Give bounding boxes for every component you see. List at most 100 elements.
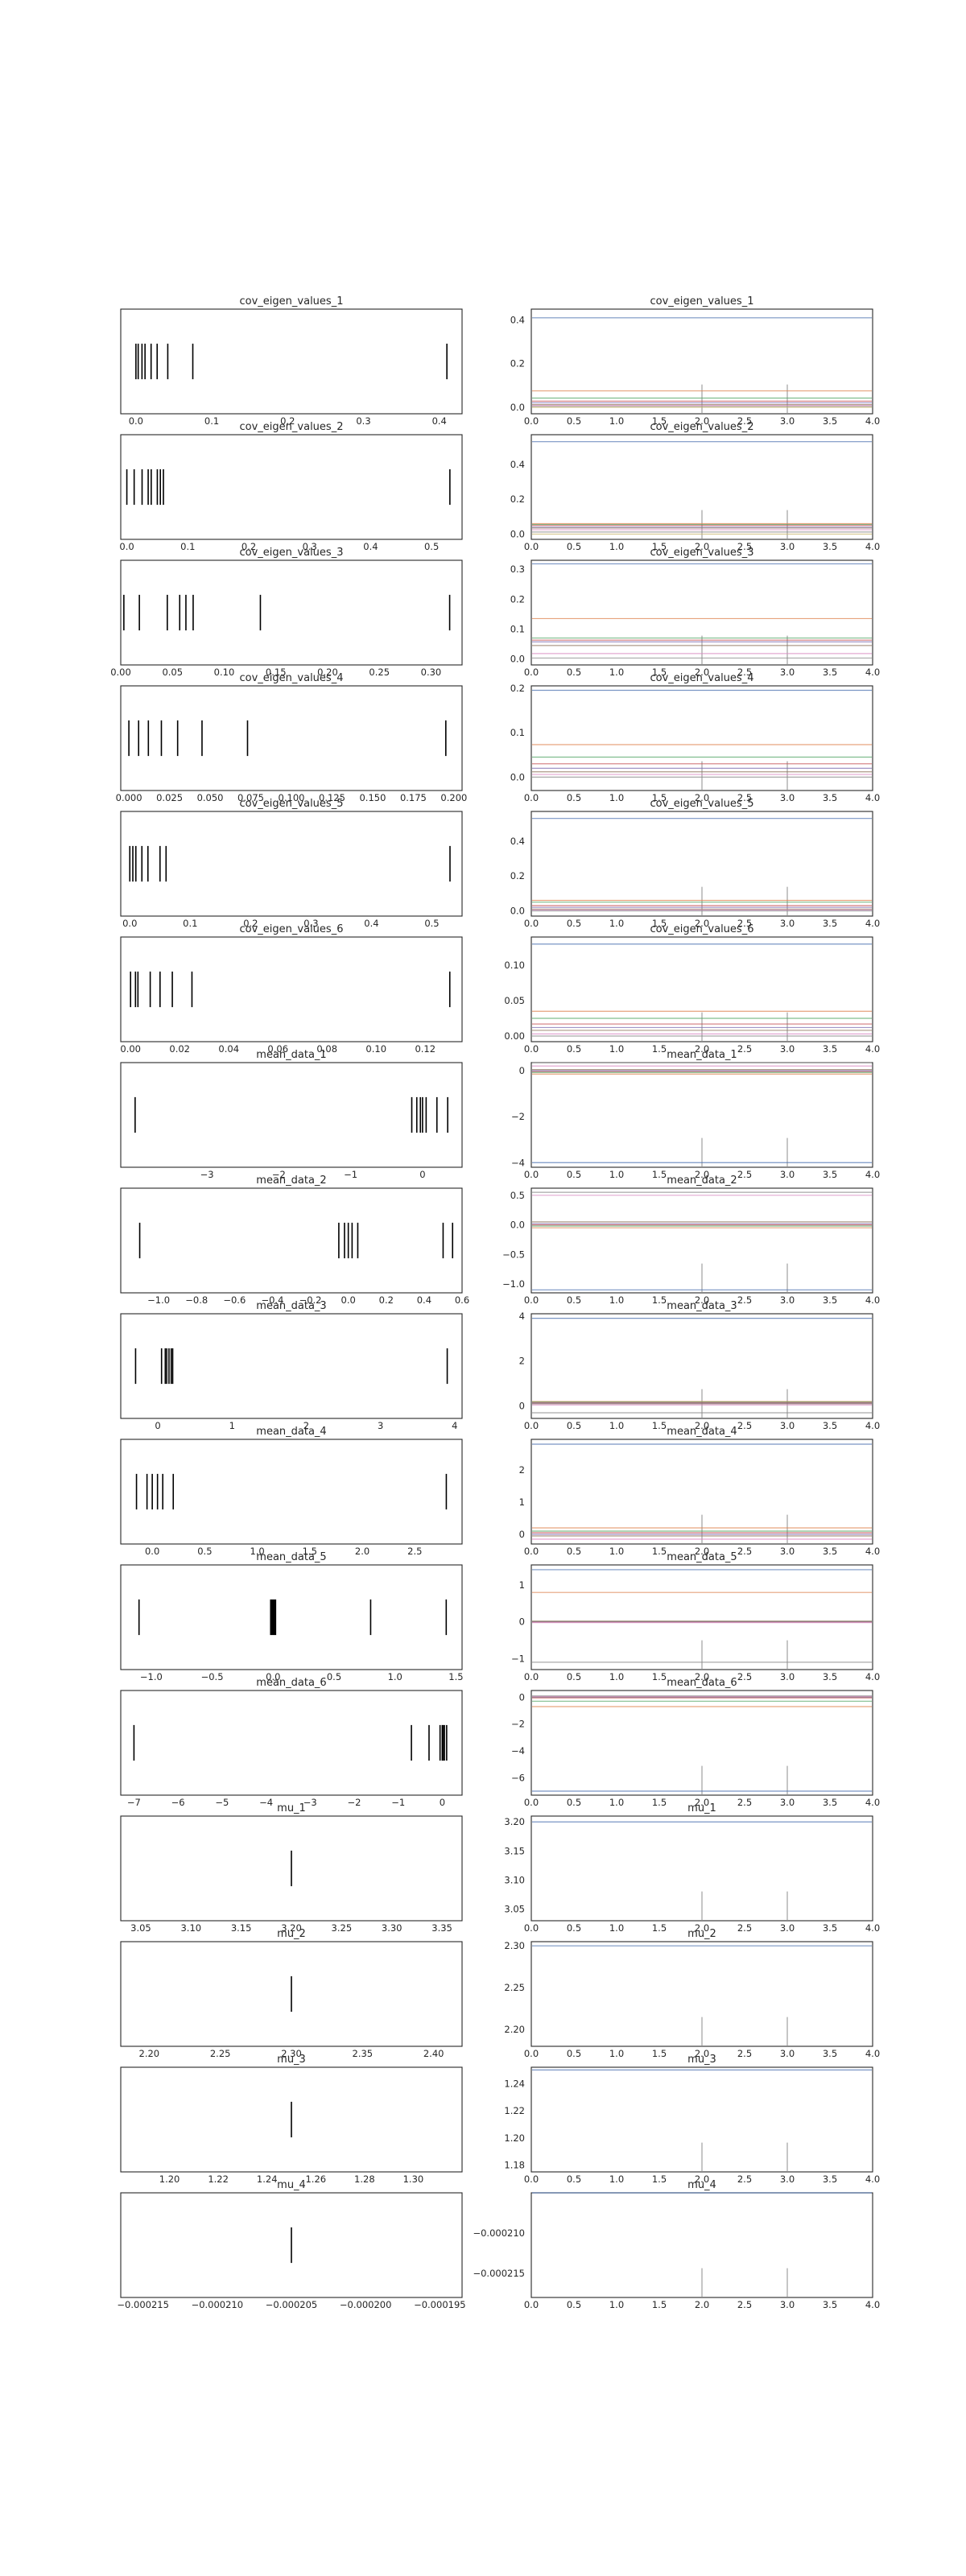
panel-row-mean_data_1: mean_data_1 −3 −2 −1 0 mean_data_1 −4 −2 0 0.0 0.5… (120, 1049, 880, 1180)
trace-xtick-label: 2.5 (737, 2048, 752, 2059)
trace-xtick-label: 4.0 (865, 1043, 880, 1055)
trace-xtick-label: 1.0 (609, 1420, 624, 1431)
trace-xtick-label: 2.0 (695, 1169, 709, 1180)
rug-axes: cov_eigen_values_6 0.00 0.02 0.04 0.06 0.08 0.… (120, 923, 463, 1055)
trace-xtick-label: 0.5 (567, 667, 581, 678)
trace-xtick-label: 1.5 (652, 1294, 667, 1306)
trace-ytick-label: 0 (519, 1401, 525, 1412)
panel-row-mu_2: mu_2 2.20 2.25 2.30 2.35 2.40 mu_2 2.20 2.25 2.30… (120, 1928, 880, 2059)
rug-xtick-label: 0.6 (455, 1294, 469, 1306)
trace-ytick-label: 0.0 (510, 906, 525, 917)
rug-xtick-label: 0.0 (266, 1671, 280, 1682)
trace-axes: cov_eigen_values_4 0.0 0.1 0.2 0.0 0.5 1.0 1.5 2… (510, 672, 880, 803)
trace-xtick-label: 2.5 (737, 1420, 752, 1431)
rug-xtick-label: 0.150 (359, 792, 386, 803)
trace-xtick-label: 0.5 (567, 1294, 581, 1306)
trace-xtick-label: 4.0 (865, 1294, 880, 1306)
trace-title: mu_4 (687, 2179, 716, 2191)
trace-ytick-label: 1.18 (504, 2160, 525, 2171)
rug-axes-frame (120, 1313, 463, 1419)
trace-xtick-label: 1.0 (609, 918, 624, 929)
rug-title: cov_eigen_values_3 (240, 547, 344, 559)
trace-xtick-label: 2.0 (695, 2048, 709, 2059)
rug-xtick-label: −3 (303, 1797, 317, 1808)
trace-xtick-label: 1.0 (609, 2174, 624, 2185)
trace-title: mean_data_2 (667, 1174, 737, 1187)
trace-xtick-label: 0.5 (567, 1797, 581, 1808)
rug-axes-frame (120, 685, 463, 791)
trace-xtick-label: 3.0 (780, 1420, 795, 1431)
trace-xtick-label: 0.0 (524, 415, 539, 427)
trace-xtick-label: 3.5 (823, 2299, 837, 2310)
trace-xtick-label: 4.0 (865, 2299, 880, 2310)
rug-xtick-label: 1.5 (303, 1546, 317, 1557)
trace-xtick-label: 2.5 (737, 1043, 752, 1055)
trace-xtick-label: 0.5 (567, 541, 581, 552)
trace-ytick-label: 0.4 (510, 836, 525, 847)
trace-ytick-label: 1.20 (504, 2132, 525, 2144)
trace-xtick-label: 0.5 (567, 2048, 581, 2059)
rug-title: cov_eigen_values_2 (240, 421, 344, 433)
rug-xtick-label: 0.1 (180, 541, 195, 552)
rug-axes: cov_eigen_values_1 0.0 0.1 0.2 0.3 0.4 (120, 295, 463, 427)
trace-ytick-label: 0.2 (510, 358, 525, 369)
rug-title: cov_eigen_values_1 (240, 295, 344, 308)
trace-axes: cov_eigen_values_3 0.0 0.1 0.2 0.3 0.0 0.5 1.0 1… (510, 547, 880, 678)
panel-row-cov_eigen_values_4: cov_eigen_values_4 0.000 0.025 0.050 0.075 0.… (116, 672, 881, 803)
rug-xtick-label: 0 (440, 1797, 445, 1808)
trace-xtick-label: 4.0 (865, 918, 880, 929)
rug-xtick-label: −0.000200 (340, 2299, 392, 2310)
rug-xtick-label: −0.2 (299, 1294, 322, 1306)
rug-axes: cov_eigen_values_5 0.0 0.1 0.2 0.3 0.4 0.5 (120, 798, 463, 929)
trace-xtick-label: 3.5 (823, 667, 837, 678)
rug-xtick-label: 0.5 (197, 1546, 212, 1557)
trace-ytick-label: 0.10 (504, 960, 525, 971)
rug-xtick-label: −0.000210 (192, 2299, 244, 2310)
rug-xtick-label: 1.28 (354, 2174, 375, 2185)
trace-ytick-label: 0.2 (510, 683, 525, 694)
trace-axes: cov_eigen_values_5 0.0 0.2 0.4 0.0 0.5 1.0 1.5 2… (510, 798, 880, 929)
rug-title: mu_3 (277, 2054, 306, 2066)
rug-axes-frame (120, 936, 463, 1042)
panel-row-mu_3: mu_3 1.20 1.22 1.24 1.26 1.28 1.30 mu_3 1.18 1.20… (120, 2054, 880, 2185)
trace-xtick-label: 1.5 (652, 792, 667, 803)
rug-xtick-label: 0.025 (156, 792, 183, 803)
trace-xtick-label: 0.0 (524, 1420, 539, 1431)
trace-xtick-label: 4.0 (865, 1922, 880, 1934)
trace-xtick-label: 1.5 (652, 2048, 667, 2059)
rug-axes: mean_data_2 −1.0 −0.8 −0.6 −0.4 −0.2 0.0 0.2 0.4… (120, 1174, 469, 1306)
rug-title: cov_eigen_values_5 (240, 798, 344, 810)
rug-xtick-label: 2.20 (139, 2048, 160, 2059)
rug-axes-frame (120, 308, 463, 415)
rug-xtick-label: 3.35 (431, 1922, 452, 1934)
rug-xtick-label: −0.6 (223, 1294, 246, 1306)
rug-xtick-label: 0.04 (218, 1043, 239, 1055)
rug-title: mean_data_6 (256, 1677, 326, 1689)
rug-axes: mu_4 −0.000215 −0.000210 −0.000205 −0.000200… (117, 2179, 465, 2310)
rug-axes: mean_data_3 0 1 2 3 4 (120, 1300, 463, 1431)
panel-row-mean_data_2: mean_data_2 −1.0 −0.8 −0.6 −0.4 −0.2 0.0 0.2 0.4… (120, 1174, 880, 1306)
panel-row-mean_data_3: mean_data_3 0 1 2 3 4 mean_data_3 0 2 4 0.0 0.5 1.0 1… (120, 1300, 880, 1431)
rug-xtick-label: −0.4 (261, 1294, 283, 1306)
trace-ytick-label: 1 (519, 1579, 525, 1591)
trace-xtick-label: 3.5 (823, 1671, 837, 1682)
rug-axes-frame (120, 811, 463, 917)
rug-xtick-label: 1.20 (159, 2174, 180, 2185)
rug-xtick-label: −5 (215, 1797, 229, 1808)
trace-xtick-label: 3.5 (823, 2174, 837, 2185)
trace-xtick-label: 0.5 (567, 1169, 581, 1180)
trace-xtick-label: 1.5 (652, 1671, 667, 1682)
trace-ytick-label: 1.22 (504, 2105, 525, 2116)
rug-axes-frame (120, 1439, 463, 1545)
trace-xtick-label: 1.0 (609, 415, 624, 427)
rug-xtick-label: 0.4 (364, 918, 378, 929)
trace-xtick-label: 3.0 (780, 2299, 795, 2310)
trace-xtick-label: 0.5 (567, 792, 581, 803)
trace-xtick-label: 0.0 (524, 1671, 539, 1682)
trace-xtick-label: 3.5 (823, 1797, 837, 1808)
trace-ytick-label: 0.0 (510, 654, 525, 665)
trace-xtick-label: 0.5 (567, 2299, 581, 2310)
rug-xtick-label: 0.10 (214, 667, 235, 678)
rug-xtick-label: 0.05 (162, 667, 183, 678)
